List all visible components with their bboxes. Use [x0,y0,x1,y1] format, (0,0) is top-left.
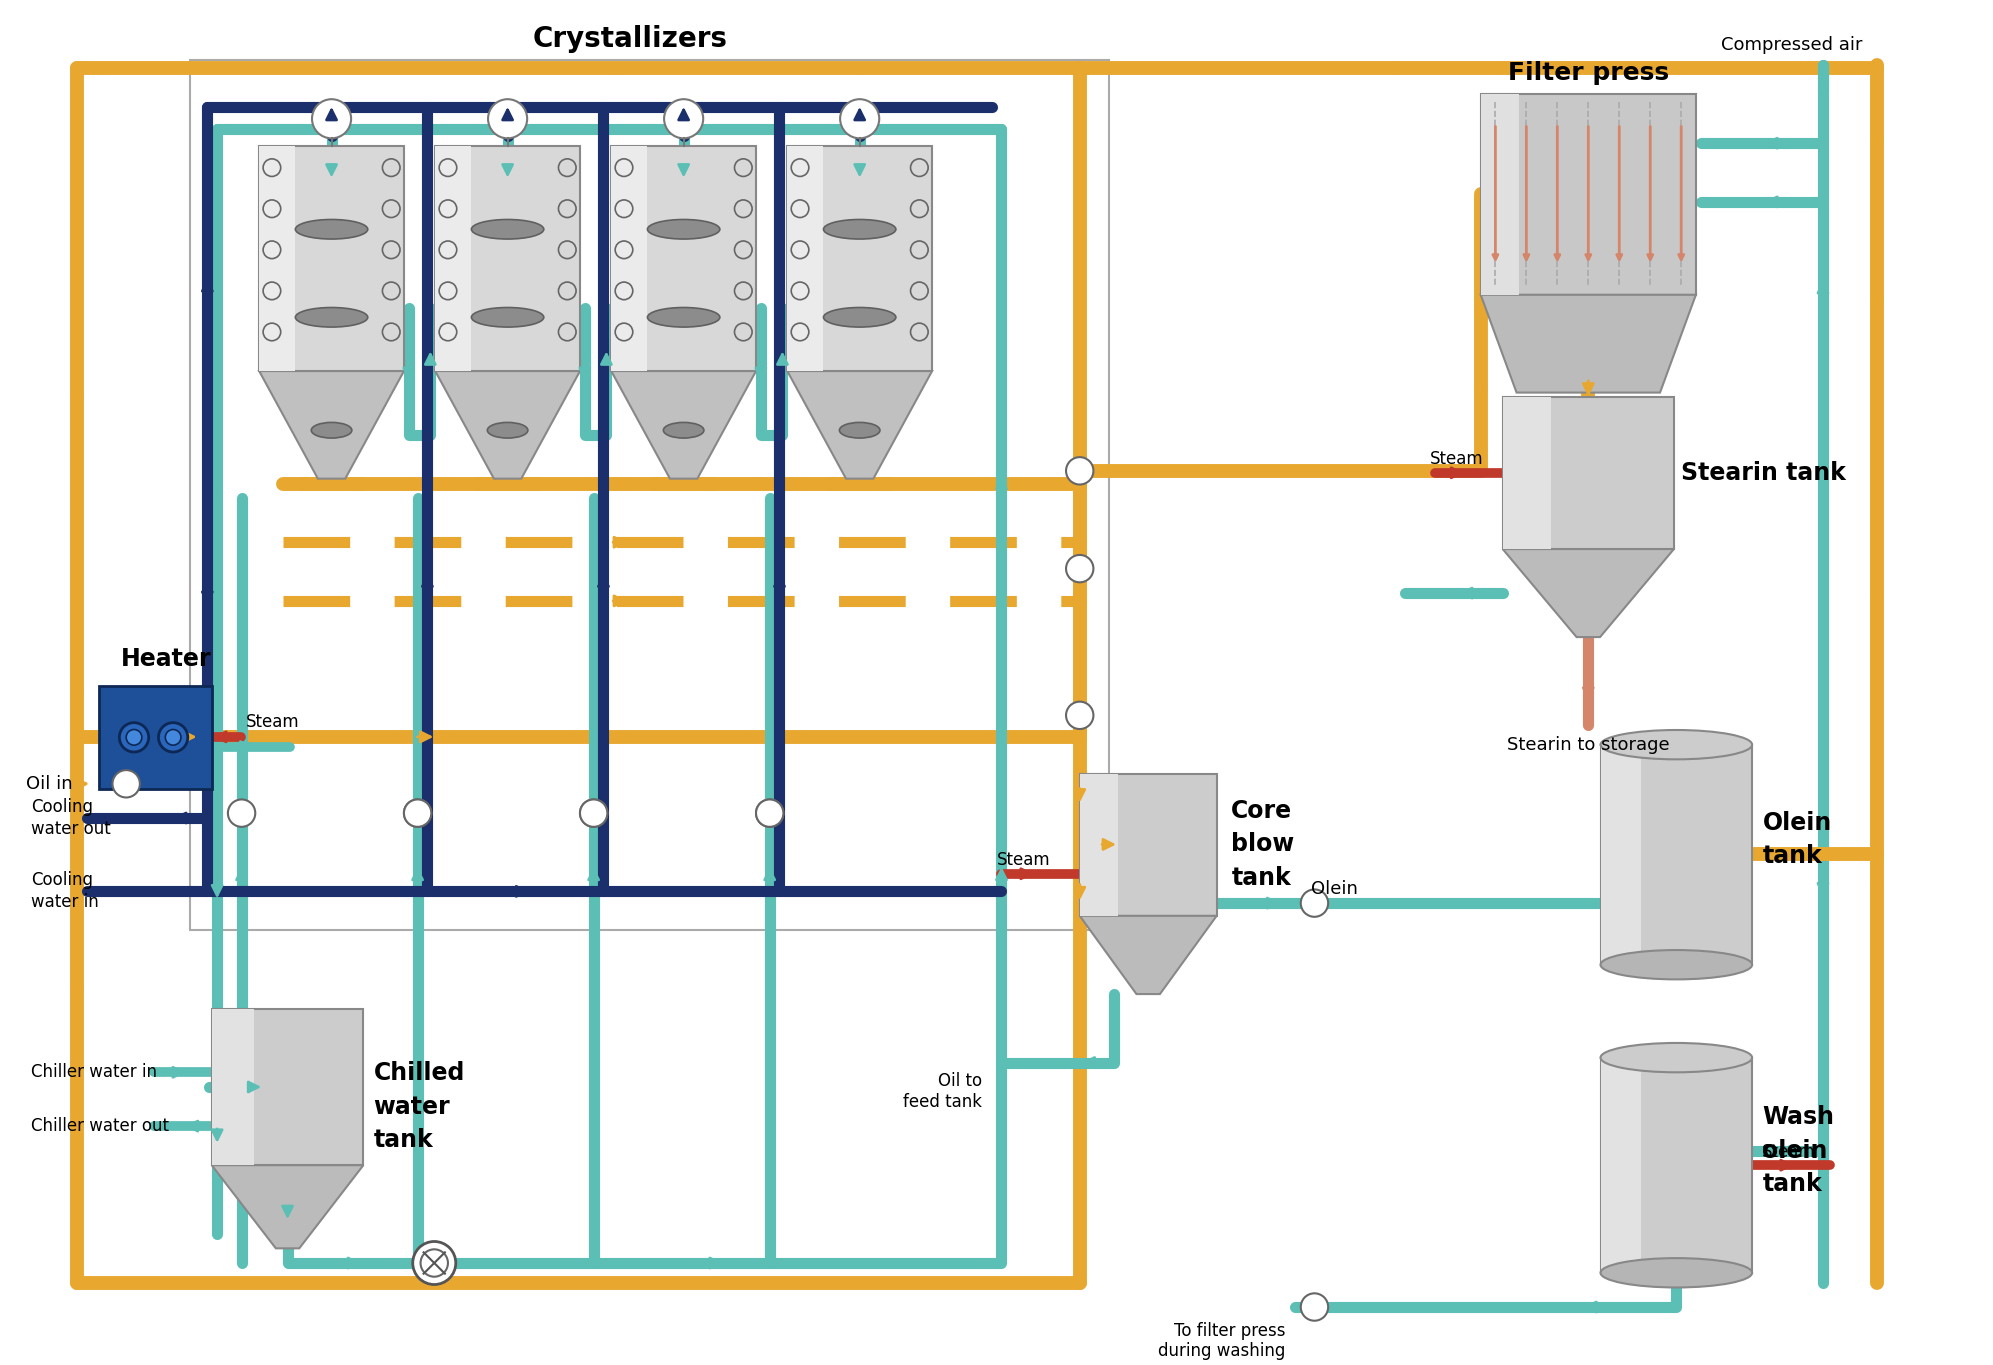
Text: Oil in: Oil in [26,775,72,793]
FancyBboxPatch shape [1600,745,1642,965]
Text: Steam: Steam [996,850,1050,870]
Ellipse shape [472,220,544,239]
Circle shape [120,722,149,752]
Ellipse shape [823,307,897,328]
Text: Heater: Heater [122,647,211,670]
Ellipse shape [488,422,528,438]
Polygon shape [612,146,755,371]
Polygon shape [1481,295,1696,393]
Text: Core
blow
tank: Core blow tank [1232,799,1295,890]
Text: Steam: Steam [245,713,299,732]
Ellipse shape [311,422,353,438]
Circle shape [112,770,140,797]
FancyBboxPatch shape [211,1009,255,1166]
Circle shape [488,100,528,138]
Text: Stearin tank: Stearin tank [1682,461,1846,485]
Circle shape [165,729,181,745]
Ellipse shape [472,307,544,328]
Text: Chiller water in: Chiller water in [32,1063,157,1081]
Circle shape [755,800,783,827]
Ellipse shape [295,307,369,328]
Circle shape [159,722,187,752]
Polygon shape [434,371,580,479]
Ellipse shape [1600,1259,1752,1287]
FancyBboxPatch shape [100,687,211,789]
Circle shape [405,800,430,827]
Text: Olein
tank: Olein tank [1762,811,1832,868]
Text: Olein: Olein [1311,880,1357,898]
Circle shape [413,1242,456,1284]
Circle shape [664,100,704,138]
Ellipse shape [295,220,369,239]
Text: Stearin to storage: Stearin to storage [1507,736,1670,753]
FancyBboxPatch shape [434,146,472,371]
Ellipse shape [823,220,897,239]
Ellipse shape [1600,1043,1752,1073]
Circle shape [227,800,255,827]
Ellipse shape [648,220,719,239]
Circle shape [580,800,608,827]
Polygon shape [211,1166,363,1249]
FancyBboxPatch shape [1503,397,1674,549]
Polygon shape [1503,549,1674,637]
Circle shape [755,800,783,827]
Polygon shape [259,146,405,371]
FancyBboxPatch shape [1600,745,1752,965]
Text: Oil to
feed tank: Oil to feed tank [903,1073,983,1111]
Text: Filter press: Filter press [1509,61,1668,85]
Ellipse shape [839,422,881,438]
FancyBboxPatch shape [1503,397,1551,549]
FancyBboxPatch shape [1600,1058,1642,1272]
Circle shape [313,100,351,138]
Circle shape [841,100,879,138]
FancyBboxPatch shape [1080,774,1216,916]
FancyBboxPatch shape [259,146,295,371]
Polygon shape [787,371,933,479]
Text: Crystallizers: Crystallizers [532,25,727,53]
Ellipse shape [1600,950,1752,980]
FancyBboxPatch shape [211,1009,363,1166]
Circle shape [1066,556,1094,583]
FancyBboxPatch shape [1481,94,1696,295]
Text: Compressed air: Compressed air [1720,37,1861,55]
Polygon shape [259,371,405,479]
Ellipse shape [1600,730,1752,759]
Text: Cooling
water out: Cooling water out [32,799,112,838]
Polygon shape [434,146,580,371]
FancyBboxPatch shape [787,146,823,371]
Text: Chiller water out: Chiller water out [32,1117,169,1136]
Circle shape [1066,702,1094,729]
Text: Wash
olein
tank: Wash olein tank [1762,1106,1834,1196]
Polygon shape [1080,916,1216,994]
Text: Cooling
water in: Cooling water in [32,871,100,912]
Text: Steam: Steam [1429,450,1483,468]
Circle shape [1301,1293,1327,1321]
Circle shape [1301,890,1327,917]
Polygon shape [612,371,755,479]
Circle shape [580,800,608,827]
Circle shape [405,800,430,827]
Ellipse shape [648,307,719,328]
FancyBboxPatch shape [1080,774,1118,916]
Text: Chilled
water
tank: Chilled water tank [373,1061,464,1152]
Circle shape [126,729,142,745]
Text: To filter press
during washing: To filter press during washing [1158,1321,1285,1361]
Text: Steam: Steam [1762,1143,1816,1160]
FancyBboxPatch shape [1600,1058,1752,1272]
Ellipse shape [664,422,704,438]
Circle shape [1066,457,1094,485]
FancyBboxPatch shape [612,146,648,371]
Polygon shape [787,146,933,371]
Circle shape [421,1249,448,1276]
FancyBboxPatch shape [1481,94,1519,295]
